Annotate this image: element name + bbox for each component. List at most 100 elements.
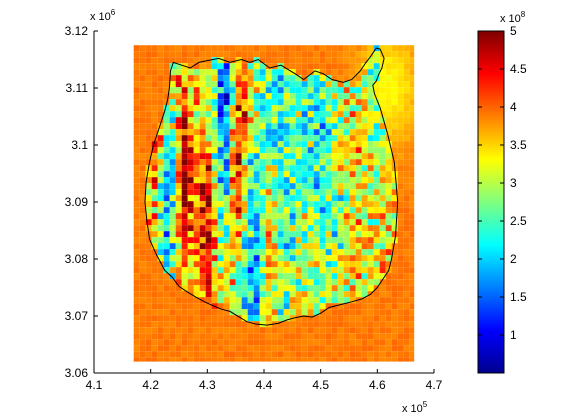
heatmap-cell (337, 273, 344, 280)
heatmap-cell (343, 135, 350, 142)
heatmap-cell (325, 273, 332, 280)
heatmap-cell (223, 57, 230, 64)
heatmap-cell (301, 345, 308, 352)
heatmap-cell (403, 267, 410, 274)
heatmap-cell (283, 189, 290, 196)
heatmap-cell (349, 45, 356, 52)
heatmap-cell (229, 189, 236, 196)
heatmap-cell (307, 153, 314, 160)
heatmap-cell (277, 105, 284, 112)
heatmap-cell (133, 225, 140, 232)
heatmap-cell (289, 117, 296, 124)
heatmap-cell (229, 129, 236, 136)
heatmap-cell (223, 75, 230, 82)
heatmap-cell (349, 105, 356, 112)
heatmap-cell (169, 321, 176, 328)
heatmap-cell (367, 117, 374, 124)
heatmap-cell (217, 249, 224, 256)
heatmap-cell (139, 171, 146, 178)
heatmap-cell (259, 351, 266, 358)
heatmap-cell (145, 261, 152, 268)
heatmap-cell (247, 45, 254, 52)
heatmap-cell (367, 135, 374, 142)
heatmap-cell (283, 357, 290, 362)
heatmap-cell (373, 57, 380, 64)
heatmap-cell (229, 327, 236, 334)
heatmap-cell (145, 183, 152, 190)
heatmap-cell (169, 189, 176, 196)
heatmap-cell (355, 51, 362, 58)
heatmap-cell (211, 147, 218, 154)
heatmap-cell (337, 291, 344, 298)
heatmap-cell (403, 123, 410, 130)
heatmap-cell (325, 207, 332, 214)
heatmap-cell (343, 261, 350, 268)
heatmap-cell (385, 357, 392, 362)
heatmap-cell (289, 297, 296, 304)
heatmap-cell (319, 45, 326, 52)
heatmap-cell (319, 285, 326, 292)
heatmap-cell (253, 189, 260, 196)
heatmap-cell (331, 141, 338, 148)
heatmap-cell (175, 141, 182, 148)
heatmap-cell (343, 147, 350, 154)
heatmap-cell (277, 189, 284, 196)
heatmap-cell (187, 219, 194, 226)
heatmap-cell (271, 285, 278, 292)
heatmap-cell (241, 117, 248, 124)
heatmap-cell (319, 237, 326, 244)
heatmap-layer (133, 45, 415, 362)
heatmap-cell (181, 237, 188, 244)
heatmap-cell (271, 255, 278, 262)
heatmap-cell (307, 117, 314, 124)
heatmap-cell (217, 177, 224, 184)
heatmap-cell (247, 57, 254, 64)
heatmap-cell (409, 267, 415, 274)
heatmap-cell (145, 99, 152, 106)
heatmap-cell (247, 273, 254, 280)
heatmap-cell (325, 297, 332, 304)
heatmap-cell (217, 141, 224, 148)
heatmap-cell (337, 207, 344, 214)
heatmap-cell (349, 57, 356, 64)
heatmap-cell (163, 129, 170, 136)
heatmap-cell (259, 45, 266, 52)
heatmap-cell (325, 57, 332, 64)
heatmap-cell (331, 237, 338, 244)
heatmap-cell (193, 51, 200, 58)
heatmap-cell (217, 105, 224, 112)
heatmap-cell (409, 159, 415, 166)
heatmap-cell (223, 339, 230, 346)
colorbar (477, 30, 505, 374)
heatmap-cell (157, 249, 164, 256)
heatmap-cell (259, 105, 266, 112)
heatmap-cell (385, 327, 392, 334)
heatmap-cell (349, 261, 356, 268)
heatmap-cell (397, 201, 404, 208)
heatmap-cell (205, 171, 212, 178)
heatmap-cell (211, 285, 218, 292)
heatmap-cell (355, 171, 362, 178)
heatmap-cell (181, 315, 188, 322)
heatmap-cell (343, 195, 350, 202)
heatmap-cell (343, 51, 350, 58)
heatmap-cell (151, 255, 158, 262)
heatmap-cell (385, 177, 392, 184)
heatmap-cell (211, 81, 218, 88)
heatmap-cell (343, 99, 350, 106)
heatmap-cell (277, 177, 284, 184)
heatmap-cell (163, 75, 170, 82)
heatmap-cell (175, 273, 182, 280)
heatmap-cell (391, 171, 398, 178)
heatmap-cell (289, 195, 296, 202)
heatmap-cell (199, 279, 206, 286)
heatmap-cell (241, 231, 248, 238)
heatmap-cell (247, 117, 254, 124)
heatmap-cell (355, 45, 362, 52)
y-ticks: 3.063.073.083.093.13.113.12 (65, 24, 98, 380)
colorbar-tick-label: 2 (510, 252, 517, 266)
heatmap-cell (169, 291, 176, 298)
heatmap-cell (307, 339, 314, 346)
heatmap-cell (289, 153, 296, 160)
heatmap-cell (247, 255, 254, 262)
